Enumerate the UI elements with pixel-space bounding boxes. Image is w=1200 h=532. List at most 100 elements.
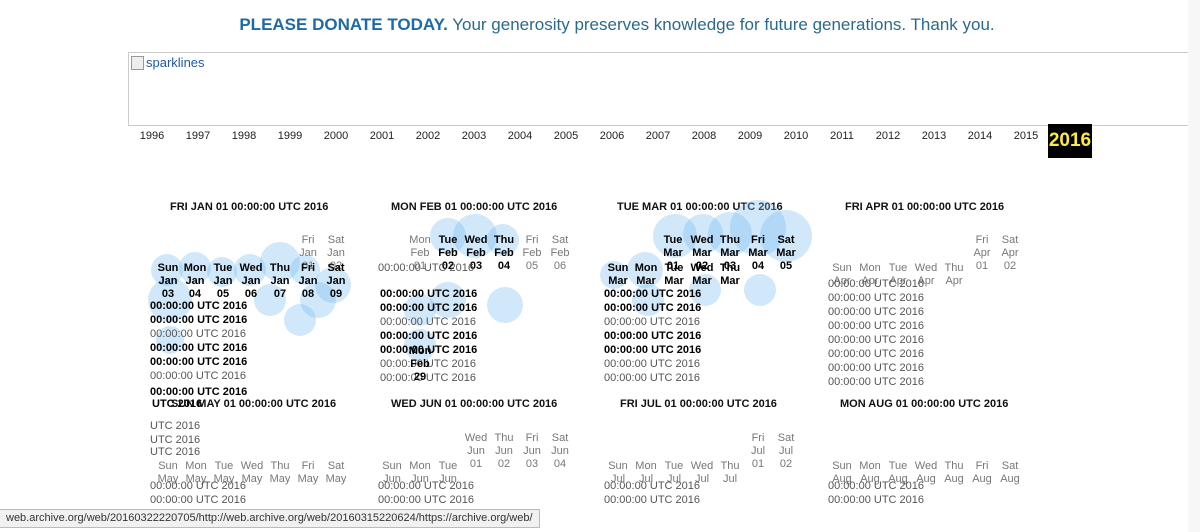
day-cell-text: Thu [269,262,291,274]
day-cell[interactable]: Fri May [294,460,322,486]
day-cell[interactable]: Fri Aug [968,460,996,486]
day-cell[interactable]: Wed Feb 03 [462,234,490,273]
day-cell[interactable]: Thu Aug [940,460,968,486]
year-link-2014[interactable]: 2014 [967,130,993,142]
day-cell[interactable]: Mon Feb 29 [406,345,434,384]
day-cell[interactable]: Mon Mar [632,262,660,288]
year-link-2000[interactable]: 2000 [323,130,349,142]
day-cell-text: 02 [497,458,511,470]
day-cell[interactable]: Tue Apr [884,262,912,288]
day-cell[interactable]: Mon Apr [856,262,884,288]
day-cell-text: 01 [301,260,315,272]
year-link-2002[interactable]: 2002 [415,130,441,142]
day-cell[interactable]: Tue Mar 01 [659,234,687,273]
day-cell[interactable]: Thu Mar 03 [716,234,744,273]
day-cell-text: Feb [410,247,430,259]
day-cell[interactable]: Thu May [266,460,294,486]
year-link-2003[interactable]: 2003 [461,130,487,142]
day-cell[interactable]: Mon May [182,460,210,486]
day-cell[interactable]: Thu Mar [716,262,744,288]
day-cell[interactable]: Mon Feb 01 [406,234,434,273]
day-cell[interactable]: Tue Aug [884,460,912,486]
day-cell[interactable]: Fri Apr 01 [968,234,996,273]
day-cell[interactable]: Mon Jun [406,460,434,486]
day-cell-text: Jul [778,445,794,457]
day-cell[interactable]: Wed Apr [912,262,940,288]
year-link-2016[interactable]: 2016 [1048,124,1092,158]
day-cell[interactable]: Tue Jun [434,460,462,486]
donate-strong: PLEASE DONATE TODAY. [239,15,448,34]
day-cell[interactable]: Wed Jul [688,460,716,486]
year-link-2001[interactable]: 2001 [369,130,395,142]
day-cell[interactable]: Sat Jan 02 [322,234,350,273]
day-cell-text: Jan [299,247,317,259]
day-cell-text: Aug [972,473,992,485]
day-cell[interactable]: Sat Jun 04 [546,432,574,471]
year-link-2013[interactable]: 2013 [921,130,947,142]
donate-banner[interactable]: PLEASE DONATE TODAY. Your generosity pre… [0,15,1200,35]
day-cell[interactable]: Thu Jun 02 [490,432,518,471]
day-cell[interactable]: Mon Aug [856,460,884,486]
day-cell[interactable]: Sun Apr [828,262,856,288]
day-cell[interactable]: Thu Apr [940,262,968,288]
day-cell[interactable]: Sat Mar 05 [772,234,800,273]
day-cell[interactable]: Sat Feb 06 [546,234,574,273]
year-link-1998[interactable]: 1998 [231,130,257,142]
day-cell[interactable]: Wed May [238,460,266,486]
day-cell[interactable]: Wed Aug [912,460,940,486]
day-cell[interactable]: Tue Mar [660,262,688,288]
year-link-2007[interactable]: 2007 [645,130,671,142]
day-cell[interactable]: Fri Jul 01 [744,432,772,471]
day-cell[interactable]: Tue May [210,460,238,486]
day-cell[interactable]: Fri Feb 05 [518,234,546,273]
day-cell[interactable]: Fri Jan 01 [294,234,322,273]
day-cell[interactable]: Wed Mar 02 [688,234,716,273]
day-cell[interactable]: Sat Aug [996,460,1024,486]
day-cell[interactable]: Wed Jan 06 [237,262,265,301]
day-cell[interactable]: Tue Jul [660,460,688,486]
day-cell[interactable]: Sun May [154,460,182,486]
day-cell[interactable]: Sat Apr 02 [996,234,1024,273]
broken-image-icon [131,55,144,70]
day-cell[interactable]: Fri Mar 04 [744,234,772,273]
day-cell[interactable]: Sat May [322,460,350,486]
year-link-2005[interactable]: 2005 [553,130,579,142]
day-cell[interactable]: Thu Jul [716,460,744,486]
year-link-2006[interactable]: 2006 [599,130,625,142]
vertical-scrollbar[interactable] [1188,0,1200,532]
day-cell[interactable]: Sun Jan 03 [154,262,182,301]
year-link-1999[interactable]: 1999 [277,130,303,142]
day-cell[interactable]: Sun Aug [828,460,856,486]
day-cell[interactable]: Thu Feb 04 [490,234,518,273]
day-cell[interactable]: Wed Jun 01 [462,432,490,471]
year-link-2009[interactable]: 2009 [737,130,763,142]
day-cell[interactable]: Sun Mar [604,262,632,288]
capture-bubble [315,267,351,303]
day-cell[interactable]: Mon Jul [632,460,660,486]
day-cell[interactable]: Tue Feb 02 [434,234,462,273]
day-cell[interactable]: Sun Jun [378,460,406,486]
day-cell[interactable]: Sat Jul 02 [772,432,800,471]
day-cell[interactable]: Fri Jun 03 [518,432,546,471]
day-cell[interactable]: Sun Jul [604,460,632,486]
day-cell[interactable]: Mon Jan 04 [181,262,209,301]
sparklines-box[interactable]: sparklines [128,52,1190,126]
day-cell-text: Feb [466,247,486,259]
day-cell[interactable]: Sat Jan 09 [322,262,350,301]
year-link-2011[interactable]: 2011 [830,130,854,142]
day-cell[interactable]: Tue Jan 05 [209,262,237,301]
day-cell[interactable]: Fri Jan 08 [294,262,322,301]
capture-bubble [487,224,519,256]
day-cell-text: Thu [719,262,741,274]
day-cell[interactable]: Thu Jan 07 [266,262,294,301]
year-link-2004[interactable]: 2004 [507,130,533,142]
day-cell[interactable]: Wed Mar [688,262,716,288]
overlapping-timestamp: 00:00:00 UTC 2016 [378,262,475,274]
year-link-1997[interactable]: 1997 [185,130,211,142]
capture-bubble [744,274,776,306]
year-link-2015[interactable]: 2015 [1013,130,1039,142]
year-link-2008[interactable]: 2008 [691,130,717,142]
year-link-2010[interactable]: 2010 [783,130,809,142]
year-link-1996[interactable]: 1996 [139,130,165,142]
year-link-2012[interactable]: 2012 [875,130,901,142]
